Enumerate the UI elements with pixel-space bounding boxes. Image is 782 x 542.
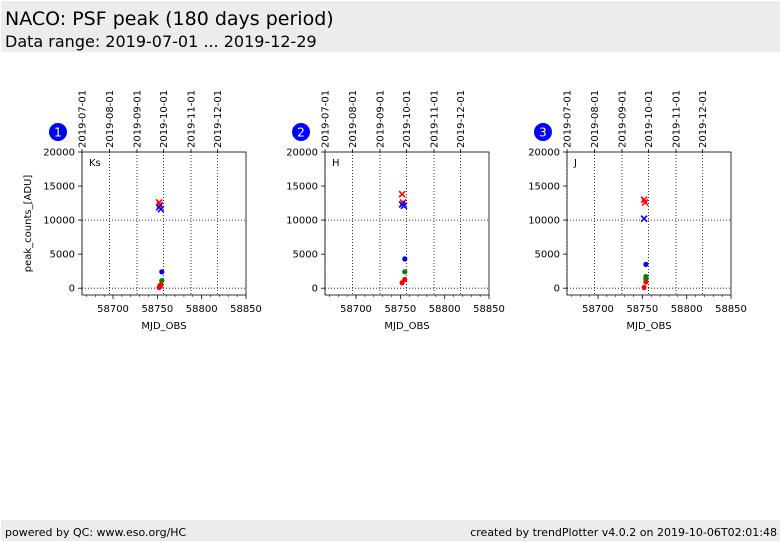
panel-number-badge	[49, 123, 67, 141]
top-axis-date-label: 2019-09-01	[617, 90, 628, 148]
top-axis-date-label: 2019-08-01	[590, 90, 601, 148]
x-axis-label: MJD_OBS	[384, 321, 429, 332]
data-range-subtitle: Data range: 2019-07-01 ... 2019-12-29	[5, 32, 317, 51]
panel-number-label: 3	[539, 126, 547, 140]
chart-panel-3: 2019-07-01 2019-08-01 2019-09-01 2019-10-01…	[528, 90, 747, 332]
x-tick-label: 58800	[186, 304, 218, 315]
x-tick-label: 58700	[340, 304, 372, 315]
top-axis-date-label: 2019-07-01	[321, 90, 332, 148]
top-axis-date-label: 2019-11-01	[187, 90, 198, 148]
top-axis-date-label: 2019-12-01	[698, 90, 709, 148]
panel-number-label: 2	[297, 126, 305, 140]
y-tick-label: 10000	[528, 216, 560, 227]
plot-frame	[81, 151, 247, 296]
y-tick-label: 10000	[43, 216, 75, 227]
data-point-blue-cross	[640, 215, 648, 223]
x-tick-label: 58700	[97, 304, 129, 315]
y-tick-label: 5000	[50, 250, 75, 261]
data-point-red-dot	[399, 280, 405, 286]
x-tick-label: 58800	[429, 304, 461, 315]
band-label: J	[573, 158, 577, 169]
top-axis-date-label: 2019-07-01	[563, 90, 574, 148]
footer-credit: powered by QC: www.eso.org/HC	[5, 526, 187, 539]
y-tick-label: 20000	[286, 148, 318, 159]
x-tick-label: 58750	[384, 304, 416, 315]
top-axis-date-label: 2019-11-01	[430, 90, 441, 148]
x-tick-label: 58700	[582, 304, 614, 315]
x-tick-label: 58850	[715, 304, 747, 315]
top-axis-date-label: 2019-08-01	[105, 90, 116, 148]
plot-frame	[566, 151, 732, 296]
footer-created-by: created by trendPlotter v4.0.2 on 2019-1…	[470, 526, 777, 539]
top-axis-date-label: 2019-11-01	[672, 90, 683, 148]
top-axis-date-label: 2019-08-01	[348, 90, 359, 148]
y-tick-label: 10000	[286, 216, 318, 227]
data-point-red-cross	[398, 190, 406, 198]
top-axis-date-label: 2019-10-01	[402, 90, 413, 148]
y-axis-label: peak_counts_[ADU]	[23, 175, 34, 273]
panel-number-badge	[534, 123, 552, 141]
data-point-green-dot	[402, 269, 408, 275]
y-tick-label: 5000	[535, 250, 560, 261]
top-axis-date-label: 2019-12-01	[456, 90, 467, 148]
x-tick-label: 58800	[671, 304, 703, 315]
chart-panel-2: 2019-07-01 2019-08-01 2019-09-01 2019-10-01…	[286, 90, 505, 332]
y-tick-label: 0	[312, 284, 318, 295]
footer-bar: powered by QC: www.eso.org/HC created by…	[1, 520, 780, 541]
data-point-green-dot	[159, 278, 165, 284]
plot-frame	[324, 151, 490, 296]
top-axis-date-label: 2019-10-01	[644, 90, 655, 148]
y-tick-label: 20000	[43, 148, 75, 159]
y-tick-label: 15000	[528, 182, 560, 193]
top-axis-date-label: 2019-09-01	[375, 90, 386, 148]
panel-number-label: 1	[54, 126, 62, 140]
data-point-red-dot	[157, 284, 163, 290]
data-point-blue-dot	[159, 269, 165, 275]
top-axis-date-label: 2019-07-01	[78, 90, 89, 148]
x-tick-label: 58750	[141, 304, 173, 315]
header-bar: NACO: PSF peak (180 days period) Data ra…	[1, 1, 780, 52]
page-title: NACO: PSF peak (180 days period)	[5, 8, 334, 30]
y-tick-label: 15000	[286, 182, 318, 193]
x-tick-label: 58850	[473, 304, 505, 315]
x-axis-label: MJD_OBS	[141, 321, 186, 332]
panel-number-badge	[292, 123, 310, 141]
chart-panel-1: 2019-07-01 2019-08-01 2019-09-01 2019-10-01…	[23, 90, 262, 332]
band-label: Ks	[89, 158, 101, 169]
data-point-red-dot	[643, 279, 649, 285]
top-axis-date-label: 2019-12-01	[213, 90, 224, 148]
y-tick-label: 0	[69, 284, 75, 295]
data-point-blue-dot	[402, 256, 408, 262]
data-point-blue-dot	[643, 261, 649, 267]
top-axis-date-label: 2019-09-01	[132, 90, 143, 148]
data-point-red-dot	[641, 284, 647, 291]
data-point-red-cross	[641, 198, 649, 206]
data-point-blue-cross	[157, 205, 165, 213]
y-tick-label: 0	[554, 284, 560, 295]
y-tick-label: 20000	[528, 148, 560, 159]
y-tick-label: 5000	[293, 250, 318, 261]
top-axis-date-label: 2019-10-01	[159, 90, 170, 148]
x-axis-label: MJD_OBS	[626, 321, 671, 332]
x-tick-label: 58750	[626, 304, 658, 315]
band-label: H	[332, 158, 340, 169]
y-tick-label: 15000	[43, 182, 75, 193]
data-point-blue-cross	[400, 202, 408, 210]
x-tick-label: 58850	[230, 304, 262, 315]
